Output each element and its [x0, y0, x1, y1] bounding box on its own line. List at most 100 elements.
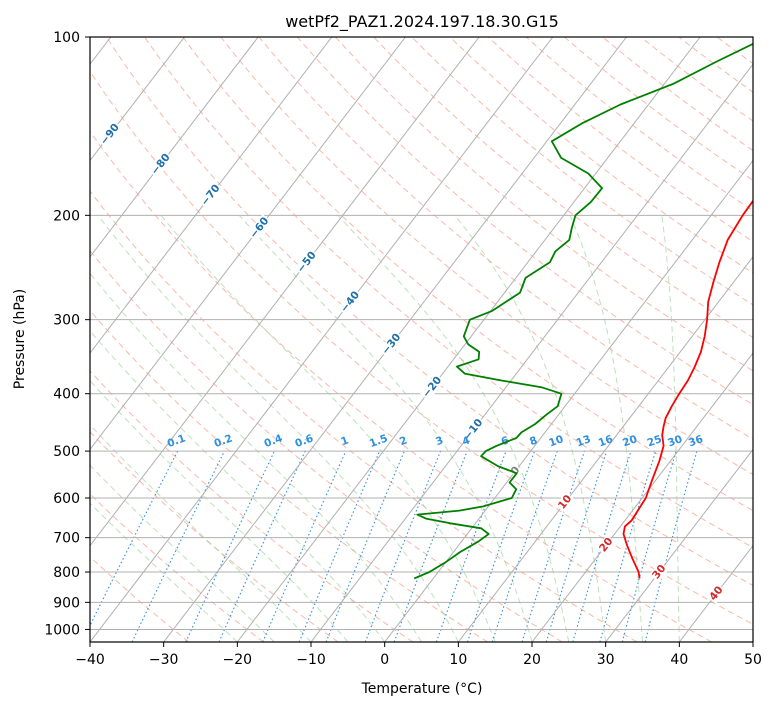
- x-tick-label: 40: [670, 652, 688, 668]
- x-tick-label: 30: [597, 652, 615, 668]
- moist-adiabat-line: [337, 214, 570, 642]
- isotherm-line: [605, 448, 753, 642]
- dry-adiabat-label-bg: [294, 248, 320, 276]
- temperature-profile: [622, 199, 753, 579]
- y-tick-label: 800: [53, 565, 80, 581]
- dry-adiabat-line: [373, 37, 753, 339]
- mixing-ratio-line: [185, 450, 275, 642]
- mixing-ratio-line: [644, 450, 698, 642]
- x-axis: −40 −30 −20 −10 0 10 20 30 40 50: [75, 642, 762, 668]
- background-lines: [90, 37, 775, 642]
- isotherm-line: [310, 63, 753, 642]
- mixing-ratio-label: 13: [575, 433, 593, 449]
- x-axis-title: Temperature (°C): [361, 681, 483, 697]
- plot-frame: [89, 36, 754, 643]
- mixing-ratio-line: [621, 450, 677, 642]
- mixing-ratio-line: [218, 450, 306, 642]
- y-tick-label: 1000: [44, 622, 80, 638]
- moist-adiabat-line: [90, 502, 238, 642]
- dry-adiabat-line: [90, 431, 339, 642]
- y-axis-title: Pressure (hPa): [12, 289, 28, 389]
- isotherm-line: [90, 37, 259, 258]
- y-tick-label: 500: [53, 444, 80, 460]
- dry-adiabat-label-bg: [246, 214, 273, 242]
- dry-adiabat-line: [525, 37, 753, 212]
- y-tick-label: 600: [53, 491, 80, 507]
- mixing-ratio-label: 16: [597, 433, 615, 449]
- dry-adiabat-line: [90, 130, 712, 642]
- y-tick-label: 300: [53, 313, 80, 329]
- dry-adiabat-label-bg: [649, 561, 670, 583]
- moist-adiabat-line: [90, 424, 312, 642]
- y-tick-label: 900: [53, 595, 80, 611]
- x-tick-label: 0: [380, 652, 389, 668]
- dry-adiabat-line: [564, 37, 753, 181]
- dry-adiabat-label-bg: [555, 492, 576, 513]
- mixing-ratio-line: [521, 450, 586, 642]
- isotherm-line: [90, 37, 554, 642]
- dry-adiabat-line: [487, 37, 753, 243]
- mixing-ratio-label: 4: [461, 434, 472, 448]
- mixing-ratio-line: [466, 450, 536, 642]
- y-tick-label: 100: [53, 30, 80, 46]
- moist-adiabat-line: [454, 214, 607, 642]
- mixing-ratio-label: 36: [687, 433, 705, 449]
- mixing-ratio-line: [599, 450, 657, 642]
- mixing-ratio-line: [572, 450, 632, 642]
- mixing-ratio-label: 8: [528, 434, 539, 448]
- isotherm-line: [90, 37, 406, 451]
- mixing-ratio-label: 30: [666, 433, 684, 449]
- x-tick-label: 20: [523, 652, 541, 668]
- y-tick-label: 400: [53, 387, 80, 403]
- dry-adiabat-line: [755, 37, 775, 642]
- dry-adiabat-line: [602, 37, 753, 152]
- dewpoint-profile: [413, 42, 753, 580]
- mixing-ratio-label: 6: [500, 434, 511, 448]
- dry-adiabat-label-bg: [378, 330, 405, 358]
- dry-adiabat-line: [258, 37, 753, 440]
- mixing-ratio-line: [298, 450, 381, 642]
- dry-adiabat-line: [90, 190, 638, 642]
- mixing-ratio-label: 0.2: [213, 432, 235, 450]
- x-tick-label: −10: [296, 652, 326, 668]
- x-tick-label: 10: [449, 652, 467, 668]
- isotherm-line: [457, 255, 753, 642]
- mixing-ratio-label: 10: [547, 433, 565, 449]
- mixing-ratio-label: 20: [621, 433, 639, 449]
- dry-adiabat-label: −100: [48, 85, 76, 117]
- moist-adiabat-line: [661, 215, 680, 642]
- mixing-ratio-label: 1.5: [368, 432, 390, 450]
- x-tick-label: −40: [75, 652, 105, 668]
- y-axis: 100 200 300 400 500 600 700 800 900 1000: [44, 30, 90, 638]
- moist-adiabat-line: [238, 214, 533, 642]
- dry-adiabat-line: [90, 309, 488, 642]
- dry-adiabat-label-bg: [337, 288, 363, 316]
- dry-adiabat-label-bg: [460, 415, 487, 444]
- mixing-ratio-label: 25: [646, 433, 664, 449]
- dry-adiabat-label-bg: [419, 373, 445, 401]
- y-tick-label: 700: [53, 531, 80, 547]
- chart-title: wetPf2_PAZ1.2024.197.18.30.G15: [285, 12, 559, 32]
- dry-adiabat-line: [335, 37, 753, 372]
- dry-adiabat-label-bg: [148, 150, 174, 179]
- isotherm-line: [384, 159, 753, 642]
- mixing-ratio-label: 0.6: [293, 432, 315, 450]
- dry-adiabat-line: [182, 37, 753, 512]
- dry-adiabat-line: [90, 249, 563, 642]
- mixing-ratio-label: 2: [398, 434, 409, 448]
- moist-adiabat-line: [90, 272, 422, 642]
- y-tick-label: 200: [53, 208, 80, 224]
- dry-adiabat-label-bg: [97, 120, 123, 149]
- profile-lines: [413, 42, 753, 580]
- dry-adiabat-line: [144, 37, 753, 549]
- moist-adiabat-line: [160, 214, 496, 642]
- mixing-ratio-line: [131, 450, 225, 642]
- isotherm-line: [90, 37, 480, 547]
- isotherm-line: [236, 37, 701, 642]
- mixing-ratio-line: [262, 450, 347, 642]
- plot-area: [90, 37, 753, 642]
- isotherm-line: [752, 641, 753, 642]
- mixing-ratio-line: [491, 450, 558, 642]
- dry-adiabat-line: [90, 370, 414, 642]
